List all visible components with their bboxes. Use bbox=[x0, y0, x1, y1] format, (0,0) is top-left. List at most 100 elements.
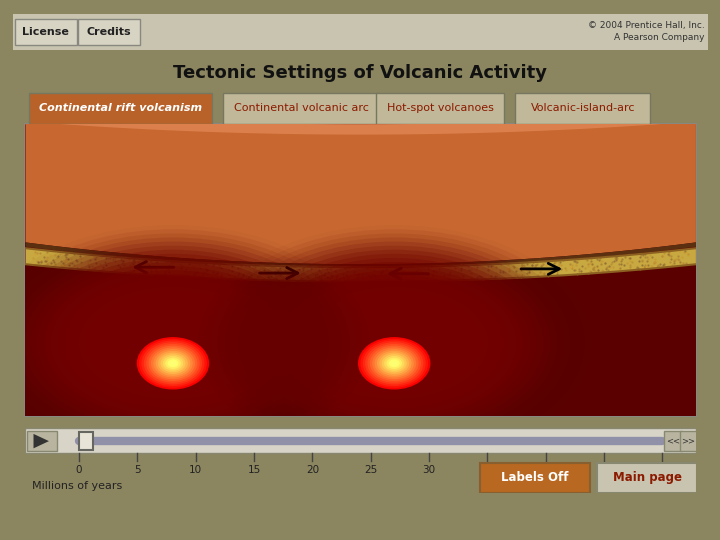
Text: © 2004 Prentice Hall, Inc.
A Pearson Company: © 2004 Prentice Hall, Inc. A Pearson Com… bbox=[588, 21, 704, 42]
Ellipse shape bbox=[391, 361, 397, 366]
Ellipse shape bbox=[341, 311, 448, 375]
Ellipse shape bbox=[374, 349, 414, 377]
Ellipse shape bbox=[334, 307, 454, 379]
Polygon shape bbox=[25, 248, 696, 282]
FancyBboxPatch shape bbox=[680, 431, 697, 451]
Ellipse shape bbox=[65, 278, 281, 408]
Ellipse shape bbox=[142, 341, 204, 386]
FancyBboxPatch shape bbox=[29, 93, 212, 124]
Ellipse shape bbox=[252, 258, 536, 428]
FancyBboxPatch shape bbox=[13, 14, 708, 50]
FancyBboxPatch shape bbox=[25, 124, 696, 416]
Ellipse shape bbox=[300, 287, 489, 399]
Ellipse shape bbox=[153, 349, 192, 377]
Text: 10: 10 bbox=[189, 465, 202, 475]
Ellipse shape bbox=[273, 270, 516, 416]
Ellipse shape bbox=[0, 230, 363, 456]
FancyBboxPatch shape bbox=[223, 93, 379, 124]
Ellipse shape bbox=[51, 270, 294, 416]
Ellipse shape bbox=[156, 351, 190, 376]
Text: >>: >> bbox=[682, 437, 696, 445]
FancyBboxPatch shape bbox=[25, 428, 696, 454]
Ellipse shape bbox=[384, 356, 405, 370]
Ellipse shape bbox=[147, 327, 199, 359]
Text: Hot-spot volcanoes: Hot-spot volcanoes bbox=[387, 103, 494, 113]
FancyBboxPatch shape bbox=[516, 93, 650, 124]
Ellipse shape bbox=[148, 346, 197, 381]
Ellipse shape bbox=[389, 360, 400, 367]
Ellipse shape bbox=[369, 327, 420, 359]
Ellipse shape bbox=[211, 233, 577, 453]
Ellipse shape bbox=[163, 356, 183, 370]
Ellipse shape bbox=[92, 295, 253, 391]
Ellipse shape bbox=[72, 282, 274, 403]
Ellipse shape bbox=[348, 315, 441, 370]
FancyBboxPatch shape bbox=[27, 431, 57, 451]
Ellipse shape bbox=[367, 344, 421, 383]
Ellipse shape bbox=[139, 339, 207, 388]
Text: 40: 40 bbox=[539, 465, 552, 475]
Ellipse shape bbox=[387, 357, 402, 369]
Text: 0: 0 bbox=[76, 465, 82, 475]
Ellipse shape bbox=[293, 282, 495, 403]
Ellipse shape bbox=[165, 357, 181, 369]
Text: 45: 45 bbox=[598, 465, 611, 475]
FancyBboxPatch shape bbox=[480, 463, 590, 493]
Ellipse shape bbox=[78, 287, 267, 399]
Ellipse shape bbox=[361, 339, 428, 388]
Polygon shape bbox=[25, 110, 696, 124]
Ellipse shape bbox=[358, 337, 431, 389]
Ellipse shape bbox=[17, 249, 329, 436]
Ellipse shape bbox=[379, 353, 409, 374]
Text: Volcanic-island-arc: Volcanic-island-arc bbox=[531, 103, 635, 113]
Text: Continental rift volcanism: Continental rift volcanism bbox=[39, 103, 202, 113]
FancyBboxPatch shape bbox=[377, 93, 504, 124]
Ellipse shape bbox=[106, 303, 240, 383]
Ellipse shape bbox=[382, 335, 406, 350]
Text: Tectonic Settings of Volcanic Activity: Tectonic Settings of Volcanic Activity bbox=[174, 64, 547, 82]
Ellipse shape bbox=[0, 233, 356, 453]
Ellipse shape bbox=[168, 340, 179, 346]
FancyBboxPatch shape bbox=[79, 433, 92, 450]
Text: 20: 20 bbox=[306, 465, 319, 475]
FancyBboxPatch shape bbox=[665, 431, 682, 451]
Ellipse shape bbox=[45, 266, 302, 420]
Ellipse shape bbox=[37, 262, 308, 424]
Polygon shape bbox=[25, 110, 696, 264]
Ellipse shape bbox=[238, 249, 550, 436]
Ellipse shape bbox=[144, 342, 202, 384]
Ellipse shape bbox=[146, 344, 199, 383]
Text: License: License bbox=[22, 26, 69, 37]
Ellipse shape bbox=[355, 319, 434, 367]
Ellipse shape bbox=[225, 241, 564, 444]
Ellipse shape bbox=[320, 299, 468, 387]
FancyBboxPatch shape bbox=[598, 463, 697, 493]
Ellipse shape bbox=[151, 347, 195, 379]
Ellipse shape bbox=[24, 254, 322, 432]
Ellipse shape bbox=[154, 332, 192, 354]
Ellipse shape bbox=[266, 266, 523, 420]
Text: Labels Off: Labels Off bbox=[501, 471, 569, 484]
Ellipse shape bbox=[259, 262, 530, 424]
Ellipse shape bbox=[168, 360, 179, 367]
Ellipse shape bbox=[133, 319, 212, 367]
FancyBboxPatch shape bbox=[78, 19, 140, 45]
Ellipse shape bbox=[245, 254, 544, 432]
Polygon shape bbox=[25, 242, 696, 267]
Ellipse shape bbox=[31, 258, 315, 428]
Text: 5: 5 bbox=[134, 465, 140, 475]
Ellipse shape bbox=[375, 332, 413, 354]
Polygon shape bbox=[25, 101, 696, 134]
Ellipse shape bbox=[372, 347, 416, 379]
Ellipse shape bbox=[217, 238, 571, 448]
Ellipse shape bbox=[158, 353, 188, 374]
Ellipse shape bbox=[377, 351, 411, 376]
Ellipse shape bbox=[287, 278, 503, 408]
Ellipse shape bbox=[382, 354, 407, 373]
Text: Main page: Main page bbox=[613, 471, 682, 484]
Text: 25: 25 bbox=[364, 465, 377, 475]
Ellipse shape bbox=[113, 307, 233, 379]
Ellipse shape bbox=[161, 335, 185, 350]
Ellipse shape bbox=[361, 323, 427, 362]
Text: <<: << bbox=[666, 437, 680, 445]
